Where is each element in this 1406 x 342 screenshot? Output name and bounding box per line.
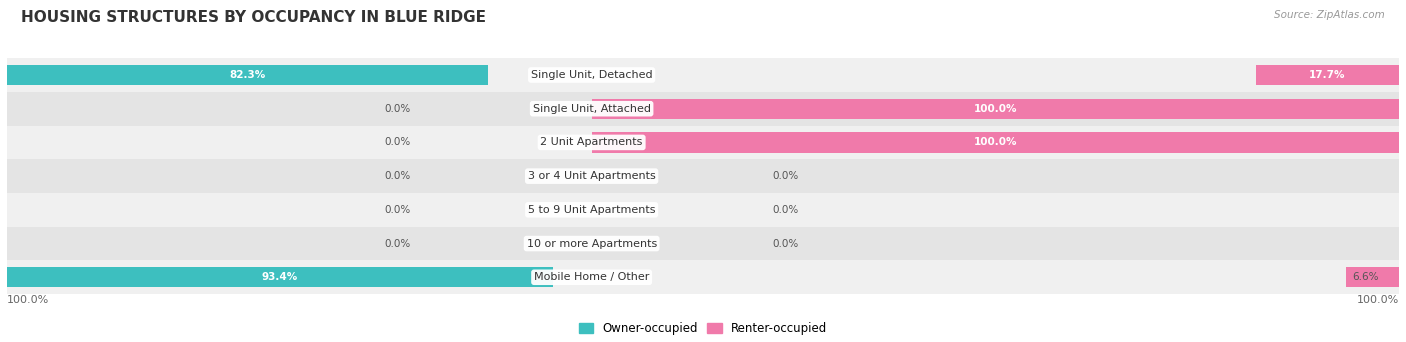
Text: 100.0%: 100.0% <box>7 295 49 305</box>
Text: 82.3%: 82.3% <box>229 70 266 80</box>
Bar <box>7 58 1399 92</box>
Text: 5 to 9 Unit Apartments: 5 to 9 Unit Apartments <box>527 205 655 215</box>
Text: HOUSING STRUCTURES BY OCCUPANCY IN BLUE RIDGE: HOUSING STRUCTURES BY OCCUPANCY IN BLUE … <box>21 10 486 25</box>
Text: Mobile Home / Other: Mobile Home / Other <box>534 272 650 282</box>
Bar <box>592 132 1399 153</box>
Text: Source: ZipAtlas.com: Source: ZipAtlas.com <box>1274 10 1385 20</box>
Text: 93.4%: 93.4% <box>262 272 298 282</box>
Bar <box>7 126 1399 159</box>
Text: 2 Unit Apartments: 2 Unit Apartments <box>540 137 643 147</box>
Text: Single Unit, Detached: Single Unit, Detached <box>531 70 652 80</box>
Legend: Owner-occupied, Renter-occupied: Owner-occupied, Renter-occupied <box>574 318 832 340</box>
Text: 6.6%: 6.6% <box>1353 272 1379 282</box>
Text: 100.0%: 100.0% <box>973 137 1017 147</box>
Text: 0.0%: 0.0% <box>773 239 799 249</box>
Text: 10 or more Apartments: 10 or more Apartments <box>526 239 657 249</box>
Bar <box>1256 65 1399 85</box>
Text: 17.7%: 17.7% <box>1309 70 1346 80</box>
Bar <box>7 227 1399 260</box>
Bar <box>7 92 1399 126</box>
Text: 0.0%: 0.0% <box>773 171 799 181</box>
Text: 0.0%: 0.0% <box>384 104 411 114</box>
Text: 0.0%: 0.0% <box>384 205 411 215</box>
Text: 0.0%: 0.0% <box>384 239 411 249</box>
Text: 100.0%: 100.0% <box>1357 295 1399 305</box>
Text: 3 or 4 Unit Apartments: 3 or 4 Unit Apartments <box>527 171 655 181</box>
Bar <box>7 65 488 85</box>
Bar <box>7 159 1399 193</box>
Bar <box>7 260 1399 294</box>
Bar <box>1346 267 1399 287</box>
Text: 0.0%: 0.0% <box>773 205 799 215</box>
Bar <box>592 98 1399 119</box>
Bar <box>7 267 553 287</box>
Text: 100.0%: 100.0% <box>973 104 1017 114</box>
Text: 0.0%: 0.0% <box>384 171 411 181</box>
Bar <box>7 193 1399 227</box>
Text: 0.0%: 0.0% <box>384 137 411 147</box>
Text: Single Unit, Attached: Single Unit, Attached <box>533 104 651 114</box>
